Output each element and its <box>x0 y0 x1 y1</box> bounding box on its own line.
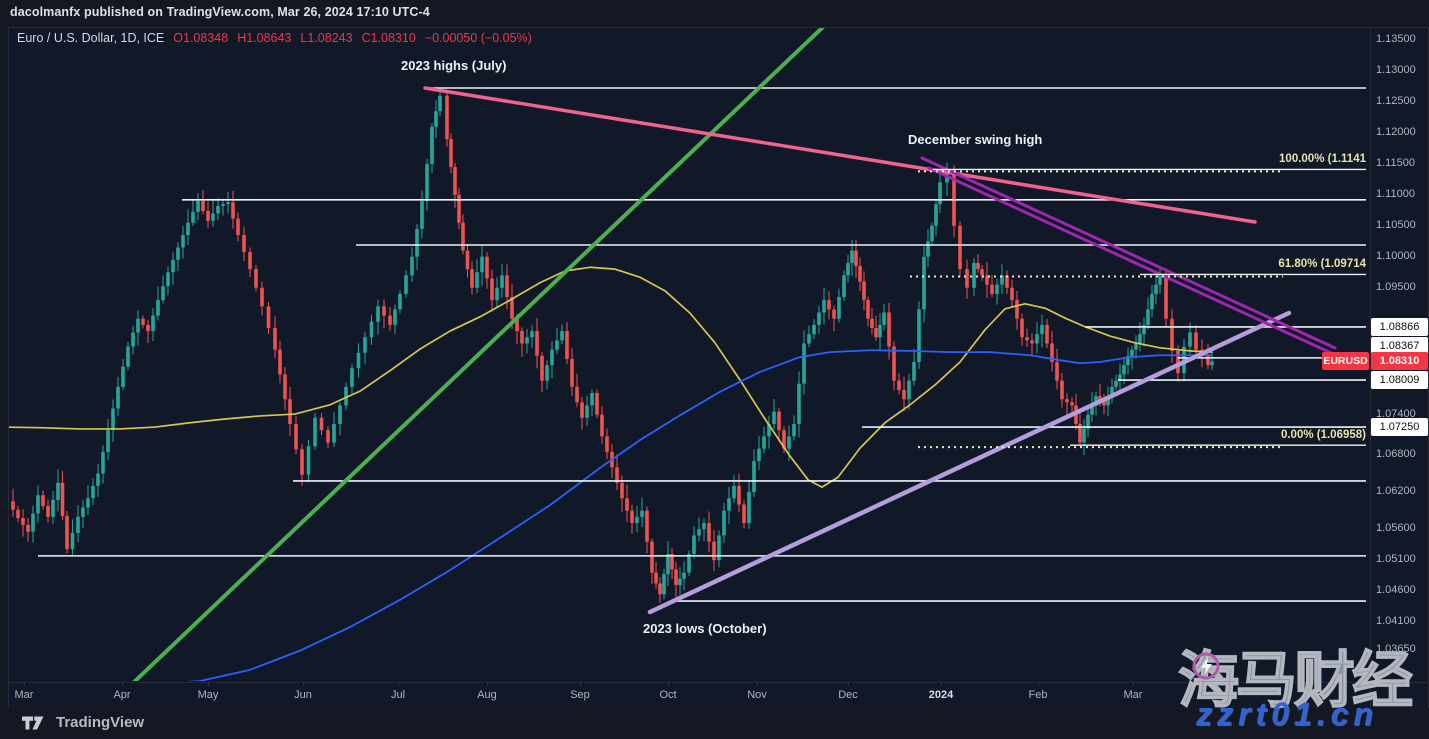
pink-downtrend <box>423 86 1257 224</box>
symbol-info-row: Euro / U.S. Dollar, 1D, ICE O1.08348 H1.08… <box>17 31 541 45</box>
tradingview-logo[interactable]: TradingView <box>22 714 144 731</box>
time-axis-label[interactable]: Jul <box>390 689 406 701</box>
time-axis-tickmark <box>941 682 942 686</box>
time-axis-tickmark <box>848 682 849 686</box>
time-axis-label[interactable]: Oct <box>659 689 677 701</box>
symbol-price-tag: EURUSD <box>1322 352 1369 370</box>
price-axis-tick[interactable]: 1.11500 <box>1376 156 1415 169</box>
candlestick-series <box>11 88 1214 603</box>
change-value: −0.00050 (−0.05%) <box>424 31 532 45</box>
ohlc-token-o: O1.08348 <box>173 31 229 45</box>
price-axis-tick[interactable]: 1.04100 <box>1376 615 1416 628</box>
chart-annotation: December swing high <box>908 132 1043 147</box>
ohlc-token-h: H1.08643 <box>237 31 292 45</box>
level-price-box: 1.08367 <box>1371 337 1428 355</box>
green-uptrend <box>132 28 825 681</box>
widget-top-border <box>8 27 1429 28</box>
chart-plot-area <box>9 28 1366 681</box>
widget-left-border <box>8 27 9 708</box>
time-axis-label[interactable]: Aug <box>477 689 497 701</box>
current-price-box: 1.08310 <box>1371 352 1428 370</box>
time-axis-tickmark <box>757 682 758 686</box>
lavender-uptrend <box>647 310 1292 615</box>
ohlc-token-c: C1.08310 <box>361 31 416 45</box>
time-axis-label[interactable]: May <box>1304 689 1326 701</box>
time-axis-tickmark <box>303 682 304 686</box>
time-axis-label[interactable]: Mar <box>14 689 34 701</box>
time-axis-label[interactable]: Nov <box>747 689 767 701</box>
price-axis-tick[interactable]: 1.13500 <box>1376 33 1416 45</box>
time-axis-label[interactable]: Apr <box>113 689 131 701</box>
time-axis-label[interactable]: Dec <box>838 689 858 701</box>
price-axis-tick[interactable]: 1.09500 <box>1376 280 1416 293</box>
time-axis-separator <box>8 682 1429 683</box>
time-axis-tickmark <box>398 682 399 686</box>
symbol-title: Euro / U.S. Dollar, 1D, ICE <box>17 31 165 45</box>
time-axis-label[interactable]: Sep <box>570 689 590 701</box>
chart-pane-background <box>8 27 1429 708</box>
footer <box>0 708 1429 739</box>
time-axis-tickmark <box>668 682 669 686</box>
time-axis-label[interactable]: Feb <box>1028 689 1048 701</box>
tradingview-logo-text: TradingView <box>56 714 145 731</box>
level-price-box: 1.08009 <box>1371 371 1428 389</box>
time-axis-tickmark <box>580 682 581 686</box>
time-axis-tickmark <box>487 682 488 686</box>
time-axis-label[interactable]: Mar <box>1123 689 1143 701</box>
price-axis-tick[interactable]: 1.06800 <box>1376 447 1416 460</box>
ohlc-token-l: L1.08243 <box>300 31 353 45</box>
yellow-ma <box>9 266 1213 488</box>
price-axis-tick[interactable]: 1.05100 <box>1376 553 1416 566</box>
level-price-box: 1.07250 <box>1371 418 1428 436</box>
blue-ma <box>187 349 1213 681</box>
price-axis-tick[interactable]: 1.04600 <box>1376 584 1416 597</box>
ohlc-values: O1.08348 H1.08643 L1.08243 C1.08310 −0.00050… <box>173 31 541 45</box>
purple-channel-lower <box>927 166 1344 360</box>
level-price-box: 1.08866 <box>1371 318 1428 336</box>
price-axis-tick[interactable]: 1.03650 <box>1376 643 1416 655</box>
time-axis-label[interactable]: Jun <box>294 689 312 701</box>
chart-annotation: 2023 lows (October) <box>643 621 767 636</box>
fib-label: 61.80% (1.09714 <box>1278 258 1366 271</box>
time-axis-tickmark <box>24 682 25 686</box>
time-axis-tickmark <box>1223 682 1224 686</box>
time-axis-label[interactable]: May <box>197 689 219 701</box>
time-axis-tickmark <box>122 682 123 686</box>
price-axis-tick[interactable]: 1.12000 <box>1376 125 1416 138</box>
price-axis-tick[interactable]: 1.10000 <box>1376 249 1416 262</box>
price-axis-tick[interactable]: 1.06200 <box>1376 485 1416 498</box>
time-axis-tickmark <box>1038 682 1039 686</box>
publish-info-text: dacolmanfx published on TradingView.com,… <box>10 5 430 19</box>
fib-label: 100.00% (1.1141 <box>1279 153 1366 166</box>
price-axis-tick[interactable]: 1.12500 <box>1376 94 1416 107</box>
price-axis-tick[interactable]: 1.13000 <box>1376 63 1416 76</box>
time-axis-tickmark <box>208 682 209 686</box>
time-axis-label[interactable]: Apr <box>1214 689 1232 701</box>
price-axis-tick[interactable]: 1.07400 <box>1376 408 1416 421</box>
price-axis-tick[interactable]: 1.11000 <box>1376 187 1415 200</box>
fib-label: 0.00% (1.06958) <box>1280 429 1366 442</box>
time-axis-tickmark <box>1133 682 1134 686</box>
publish-header: dacolmanfx published on TradingView.com,… <box>10 5 430 19</box>
price-axis-tick[interactable]: 1.05600 <box>1376 522 1416 535</box>
price-axis-separator <box>1370 27 1371 708</box>
chart-annotation: 2023 highs (July) <box>401 58 507 73</box>
time-axis-tickmark <box>1315 682 1316 686</box>
purple-channel-upper <box>920 156 1337 350</box>
tradingview-logo-icon <box>22 716 44 729</box>
time-axis-label[interactable]: 2024 <box>928 689 954 701</box>
price-axis-tick[interactable]: 1.10500 <box>1376 218 1416 231</box>
